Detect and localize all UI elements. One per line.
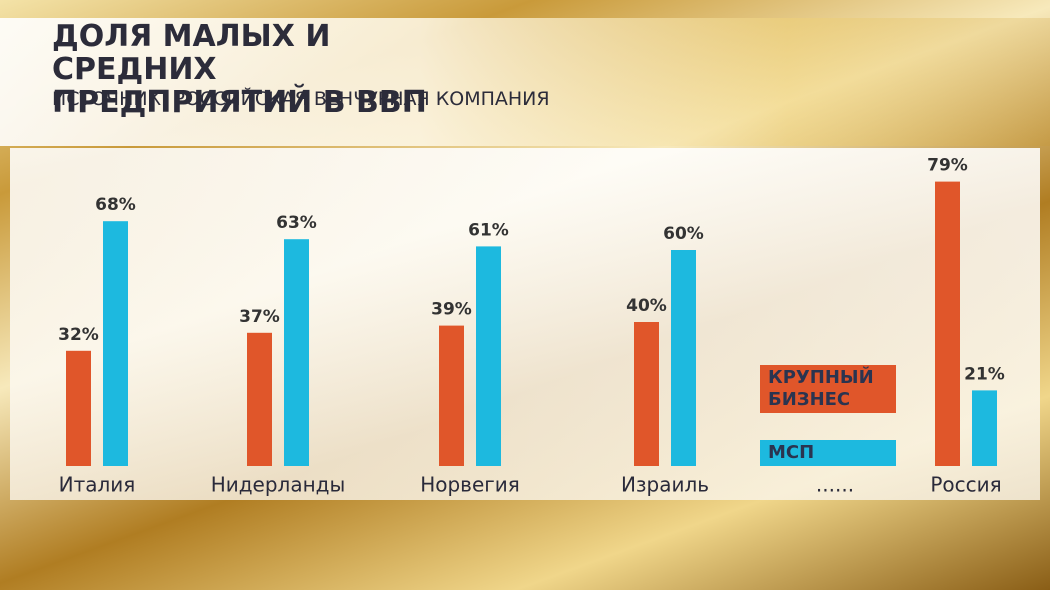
bar: [634, 322, 659, 466]
bar: [439, 325, 464, 466]
x-tick-label: Италия: [59, 473, 136, 497]
value-label: 37%: [239, 307, 280, 327]
bar: [671, 250, 696, 466]
value-label: 79%: [927, 156, 968, 176]
value-label: 68%: [95, 195, 136, 215]
legend-entry: КРУПНЫЙ БИЗНЕС: [760, 365, 896, 413]
bar: [935, 181, 960, 466]
header: [0, 18, 1050, 146]
value-label: 60%: [663, 224, 704, 244]
chart-title: ДОЛЯ МАЛЫХ И СРЕДНИХ ПРЕДПРИЯТИЙ В ВВП: [52, 19, 427, 120]
x-tick-label: Нидерланды: [211, 473, 346, 497]
value-label: 61%: [468, 220, 509, 240]
bar: [284, 239, 309, 466]
value-label: 39%: [431, 300, 472, 320]
x-tick-label: ......: [816, 473, 854, 497]
chart-subtitle: ИСТОЧНИК: РОССИЙСКАЯ ВЕНЧУРНАЯ КОМПАНИЯ: [52, 88, 550, 110]
bar: [103, 221, 128, 466]
value-label: 63%: [276, 213, 317, 233]
bar: [247, 332, 272, 466]
value-label: 40%: [626, 296, 667, 316]
legend-entry: МСП: [760, 440, 896, 466]
x-tick-label: Израиль: [621, 473, 709, 497]
x-tick-label: Россия: [930, 473, 1001, 497]
x-tick-label: Норвегия: [420, 473, 520, 497]
value-label: 32%: [58, 325, 99, 345]
bar: [476, 246, 501, 466]
bar: [66, 350, 91, 466]
bar: [972, 390, 997, 466]
value-label: 21%: [964, 364, 1005, 384]
